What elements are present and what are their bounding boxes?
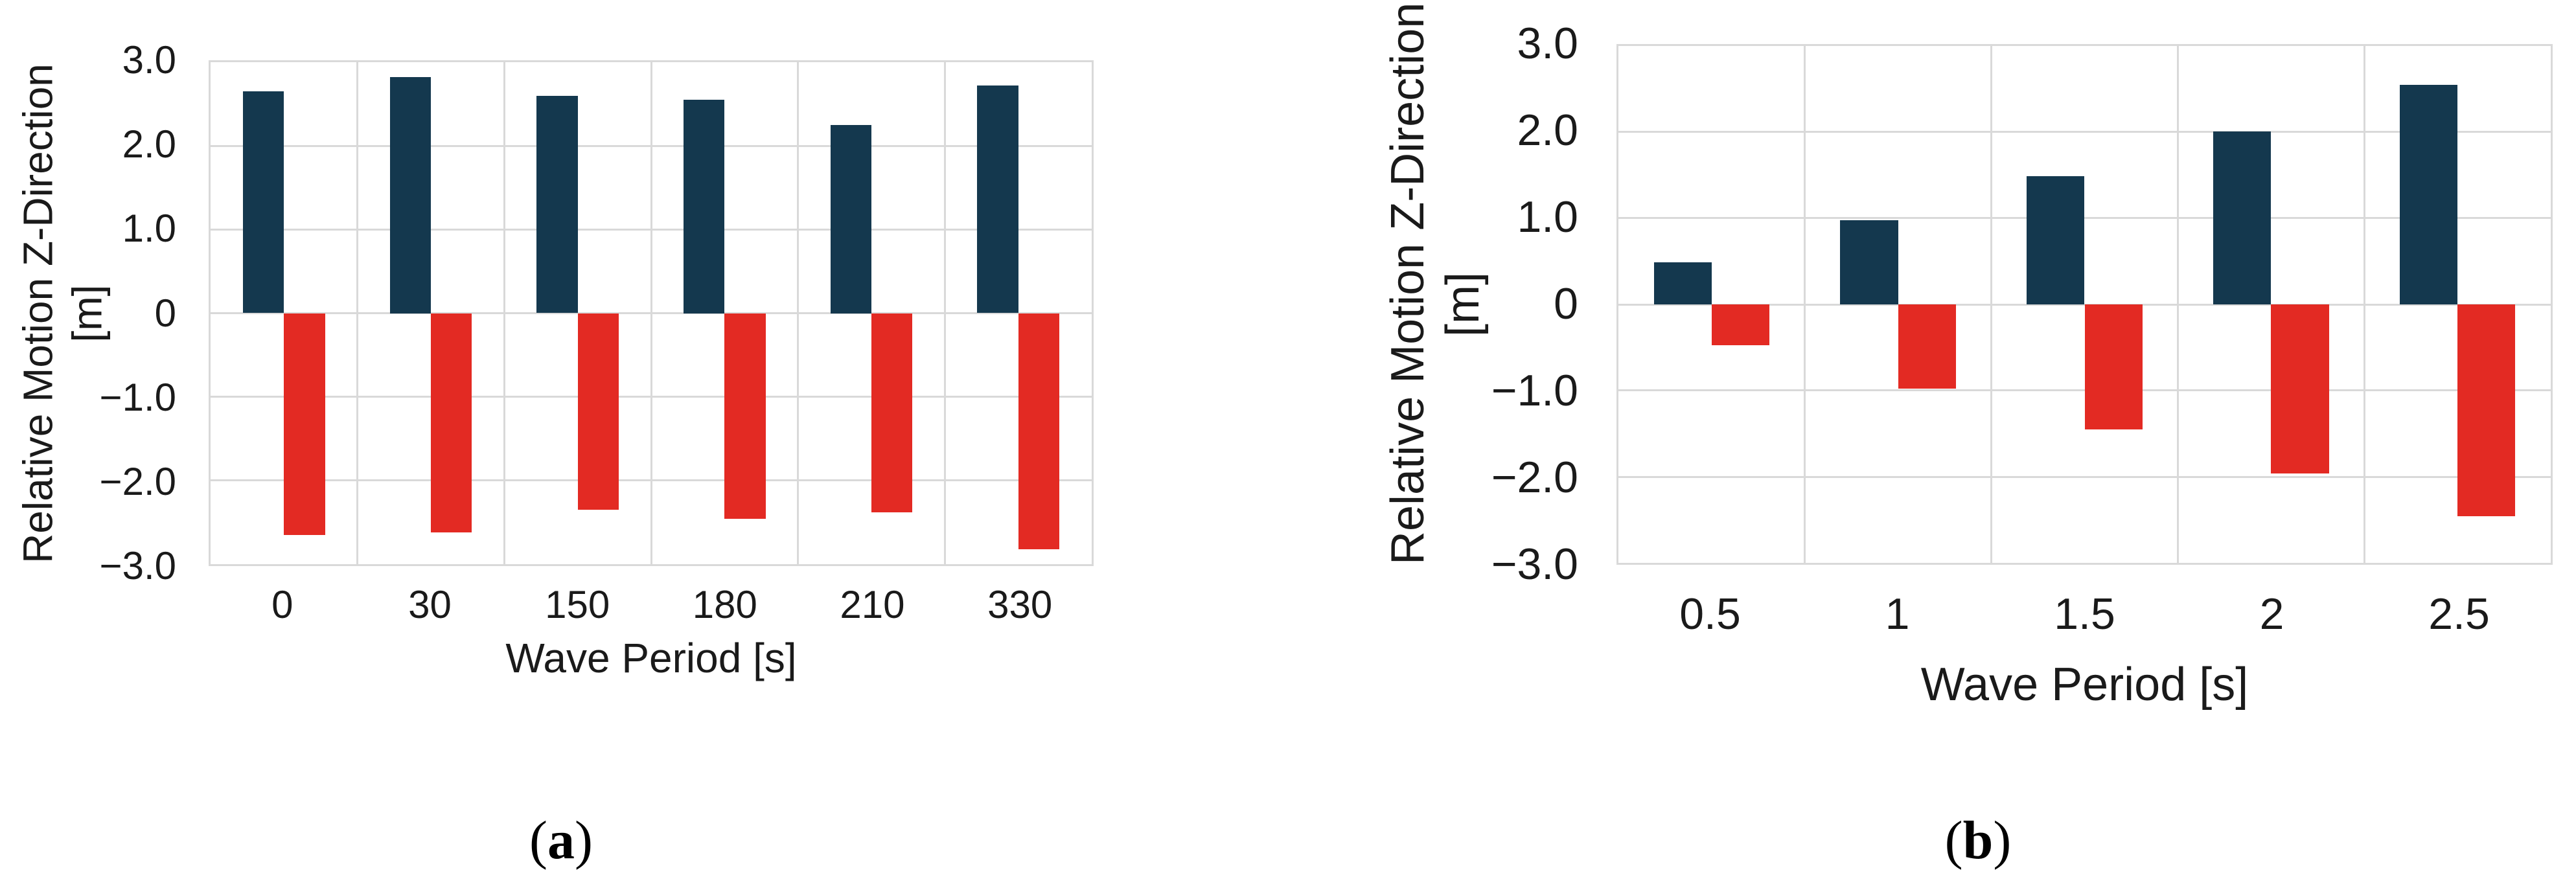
y-tick-label: −3.0 bbox=[1491, 540, 1578, 589]
gridline-vertical bbox=[1804, 46, 1806, 563]
y-tick-label: −3.0 bbox=[99, 544, 176, 587]
gridline-horizontal bbox=[1618, 217, 2551, 220]
x-tick-label: 150 bbox=[545, 583, 610, 626]
y-tick-label: 2.0 bbox=[1517, 106, 1578, 155]
y-tick-label: 0 bbox=[1554, 279, 1578, 329]
bar-positive bbox=[2027, 176, 2085, 304]
x-tick-label: 0.5 bbox=[1679, 589, 1741, 639]
gridline-horizontal bbox=[1618, 475, 2551, 478]
gridline-horizontal bbox=[1618, 131, 2551, 133]
x-tick-label: 0 bbox=[271, 583, 293, 626]
bar-positive bbox=[536, 95, 578, 313]
bar-negative bbox=[2271, 304, 2329, 473]
bar-negative bbox=[284, 313, 325, 535]
bar-positive bbox=[683, 100, 725, 313]
y-tick-label: 2.0 bbox=[122, 122, 176, 166]
x-tick-label: 30 bbox=[408, 583, 452, 626]
bar-negative bbox=[577, 313, 619, 510]
bar-positive bbox=[389, 77, 431, 313]
caption-open-paren: ( bbox=[529, 810, 547, 871]
bar-positive bbox=[830, 124, 871, 313]
x-tick-label: 2.5 bbox=[2428, 589, 2490, 639]
y-tick-label: 1.0 bbox=[122, 207, 176, 251]
bar-negative bbox=[2457, 304, 2516, 517]
bar-negative bbox=[1018, 313, 1060, 549]
gridline-vertical bbox=[503, 62, 505, 564]
bar-positive bbox=[2399, 84, 2458, 304]
gridline-vertical bbox=[2363, 46, 2365, 563]
y-tick-label: −2.0 bbox=[1491, 453, 1578, 503]
gridline-vertical bbox=[1990, 46, 1993, 563]
panel-caption: (b) bbox=[1848, 814, 2108, 868]
caption-close-paren: ) bbox=[1993, 810, 2012, 871]
caption-close-paren: ) bbox=[575, 810, 593, 871]
bar-positive bbox=[977, 85, 1018, 313]
caption-open-paren: ( bbox=[1944, 810, 1963, 871]
y-tick-label: 3.0 bbox=[122, 38, 176, 82]
x-tick-label: 1 bbox=[1885, 589, 1910, 639]
y-tick-label: −1.0 bbox=[1491, 366, 1578, 416]
x-tick-label: 1.5 bbox=[2054, 589, 2115, 639]
x-tick-label: 210 bbox=[840, 583, 905, 626]
bar-negative bbox=[431, 313, 472, 532]
bar-negative bbox=[1711, 304, 1770, 345]
bar-negative bbox=[2084, 304, 2143, 429]
bar-negative bbox=[871, 313, 913, 512]
bar-positive bbox=[242, 91, 284, 313]
y-tick-label: −2.0 bbox=[99, 459, 176, 503]
x-tick-label: 2 bbox=[2259, 589, 2284, 639]
y-tick-label: 1.0 bbox=[1517, 192, 1578, 242]
gridline-vertical bbox=[650, 62, 652, 564]
bar-negative bbox=[1898, 304, 1956, 389]
x-tick-label: 180 bbox=[692, 583, 757, 626]
plot-area bbox=[1616, 44, 2553, 565]
y-tick-label: −1.0 bbox=[99, 375, 176, 419]
gridline-vertical bbox=[943, 62, 946, 564]
bar-positive bbox=[2213, 131, 2271, 304]
x-axis-title: Wave Period [s] bbox=[1920, 659, 2249, 711]
panel-caption: (a) bbox=[431, 814, 691, 868]
bar-negative bbox=[724, 313, 766, 519]
bar-positive bbox=[1840, 220, 1898, 304]
bar-positive bbox=[1653, 262, 1712, 304]
caption-letter: b bbox=[1962, 810, 1994, 871]
x-axis-title: Wave Period [s] bbox=[505, 635, 797, 681]
gridline-vertical bbox=[797, 62, 799, 564]
gridline-vertical bbox=[356, 62, 359, 564]
y-tick-label: 3.0 bbox=[1517, 19, 1578, 69]
gridline-vertical bbox=[2176, 46, 2179, 563]
x-tick-label: 330 bbox=[987, 583, 1053, 626]
y-tick-label: 0 bbox=[154, 291, 176, 335]
caption-letter: a bbox=[547, 810, 575, 871]
plot-area bbox=[209, 60, 1094, 566]
